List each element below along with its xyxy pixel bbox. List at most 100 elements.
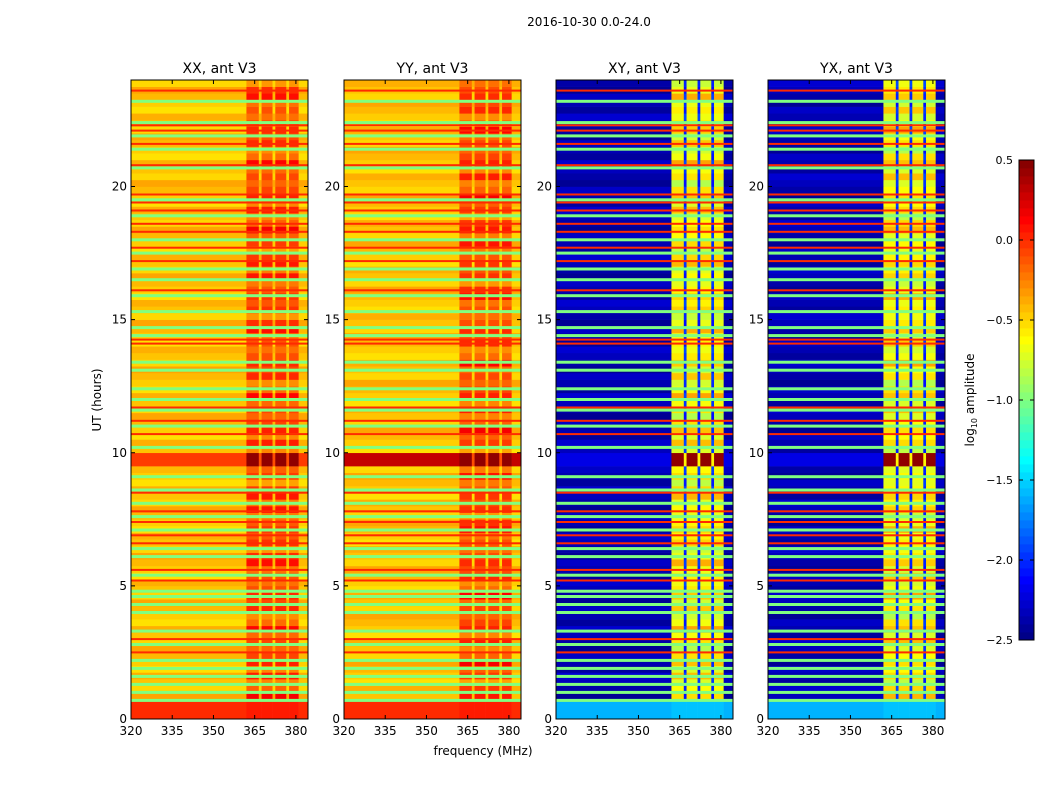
heatmap-cell xyxy=(286,193,290,201)
heatmap-cell xyxy=(499,319,503,327)
heatmap-cell xyxy=(683,645,687,653)
heatmap-cell xyxy=(474,579,486,587)
heatmap-cell xyxy=(485,685,489,693)
heatmap-cell xyxy=(700,699,712,706)
y-tick-label: 0 xyxy=(119,712,127,726)
heatmap-cell xyxy=(768,153,884,161)
heatmap-cell xyxy=(714,273,724,280)
heatmap-cell xyxy=(912,193,924,201)
heatmap-cell xyxy=(714,253,724,261)
heatmap-cell xyxy=(261,113,273,121)
heatmap-cell xyxy=(556,579,672,587)
heatmap-cell xyxy=(714,326,724,334)
heatmap-cell xyxy=(298,712,309,720)
heatmap-cell xyxy=(909,692,913,700)
heatmap-cell xyxy=(471,379,475,387)
heatmap-cell xyxy=(768,253,884,261)
panel-frame xyxy=(343,79,522,720)
heatmap-cell xyxy=(556,253,672,261)
heatmap-cell xyxy=(344,446,460,454)
heatmap-cell xyxy=(935,446,946,454)
heatmap-cell xyxy=(289,685,299,693)
heatmap-cell xyxy=(683,113,687,121)
colorbar-segment xyxy=(1019,392,1034,401)
colorbar-segment xyxy=(1019,336,1034,345)
heatmap-cell xyxy=(895,612,899,620)
heatmap-cell xyxy=(700,379,712,387)
heatmap-cell xyxy=(131,253,247,261)
heatmap-cell xyxy=(344,166,460,174)
heatmap-cell xyxy=(286,506,290,513)
heatmap-cell xyxy=(697,392,701,400)
heatmap-cell xyxy=(344,625,460,633)
heatmap-cell xyxy=(723,80,734,87)
x-tick-label: 380 xyxy=(921,724,944,738)
colorbar-segment xyxy=(1019,280,1034,289)
heatmap-cell xyxy=(511,166,522,174)
heatmap-cell xyxy=(923,153,927,161)
heatmap-cell xyxy=(898,193,910,201)
heatmap-cell xyxy=(923,226,927,234)
heatmap-cell xyxy=(926,645,936,653)
heatmap-cell xyxy=(275,253,287,261)
heatmap-cell xyxy=(898,346,910,354)
flag-line-green xyxy=(556,515,733,519)
flag-line-red xyxy=(556,406,733,409)
colorbar-tick-label: −1.0 xyxy=(986,394,1013,407)
heatmap-cell xyxy=(671,506,685,513)
heatmap-cell xyxy=(502,186,512,194)
heatmap-cell xyxy=(485,599,489,607)
heatmap-cell xyxy=(275,179,287,187)
heatmap-cell xyxy=(671,319,685,327)
heatmap-cell xyxy=(683,319,687,327)
heatmap-cell xyxy=(131,639,247,647)
heatmap-cell xyxy=(909,166,913,174)
heatmap-cell xyxy=(511,253,522,261)
heatmap-cell xyxy=(700,186,712,194)
heatmap-cell xyxy=(474,106,486,114)
heatmap-cell xyxy=(909,446,913,454)
flag-line-red xyxy=(131,510,308,513)
heatmap-cell xyxy=(714,685,724,693)
heatmap-cell xyxy=(671,179,685,187)
heatmap-cell xyxy=(275,685,287,693)
heatmap-cell xyxy=(912,306,924,314)
heatmap-cell xyxy=(511,612,522,620)
heatmap-cell xyxy=(768,692,884,700)
heatmap-cell xyxy=(556,479,672,487)
heatmap-cell xyxy=(459,306,473,314)
heatmap-cell xyxy=(895,372,899,380)
heatmap-cell xyxy=(926,279,936,287)
heatmap-cell xyxy=(499,173,503,181)
heatmap-cell xyxy=(671,399,685,407)
heatmap-cell xyxy=(923,179,927,187)
heatmap-cell xyxy=(275,559,287,567)
heatmap-cell xyxy=(935,259,946,267)
flag-line-green xyxy=(556,398,733,401)
heatmap-cell xyxy=(697,506,701,513)
heatmap-cell xyxy=(499,399,503,407)
heatmap-cell xyxy=(700,426,712,434)
heatmap-cell xyxy=(935,379,946,387)
heatmap-cell xyxy=(883,93,897,101)
heatmap-cell xyxy=(344,193,460,201)
flag-line-green xyxy=(344,515,521,519)
heatmap-cell xyxy=(131,80,247,87)
heatmap-cell xyxy=(272,679,276,687)
heatmap-cell xyxy=(700,253,712,261)
heatmap-cell xyxy=(131,585,247,593)
heatmap-cell xyxy=(723,179,734,187)
heatmap-cell xyxy=(768,579,884,587)
flag-line-green xyxy=(768,682,945,686)
heatmap-cell xyxy=(671,632,685,640)
heatmap-cell xyxy=(459,372,473,380)
heatmap-cell xyxy=(502,712,512,720)
heatmap-cell xyxy=(261,379,273,387)
heatmap-cell xyxy=(883,585,897,593)
heatmap-cell xyxy=(697,279,701,287)
heatmap-cell xyxy=(474,446,486,454)
heatmap-cell xyxy=(289,559,299,567)
heatmap-cell xyxy=(246,439,260,447)
heatmap-cell xyxy=(697,166,701,174)
